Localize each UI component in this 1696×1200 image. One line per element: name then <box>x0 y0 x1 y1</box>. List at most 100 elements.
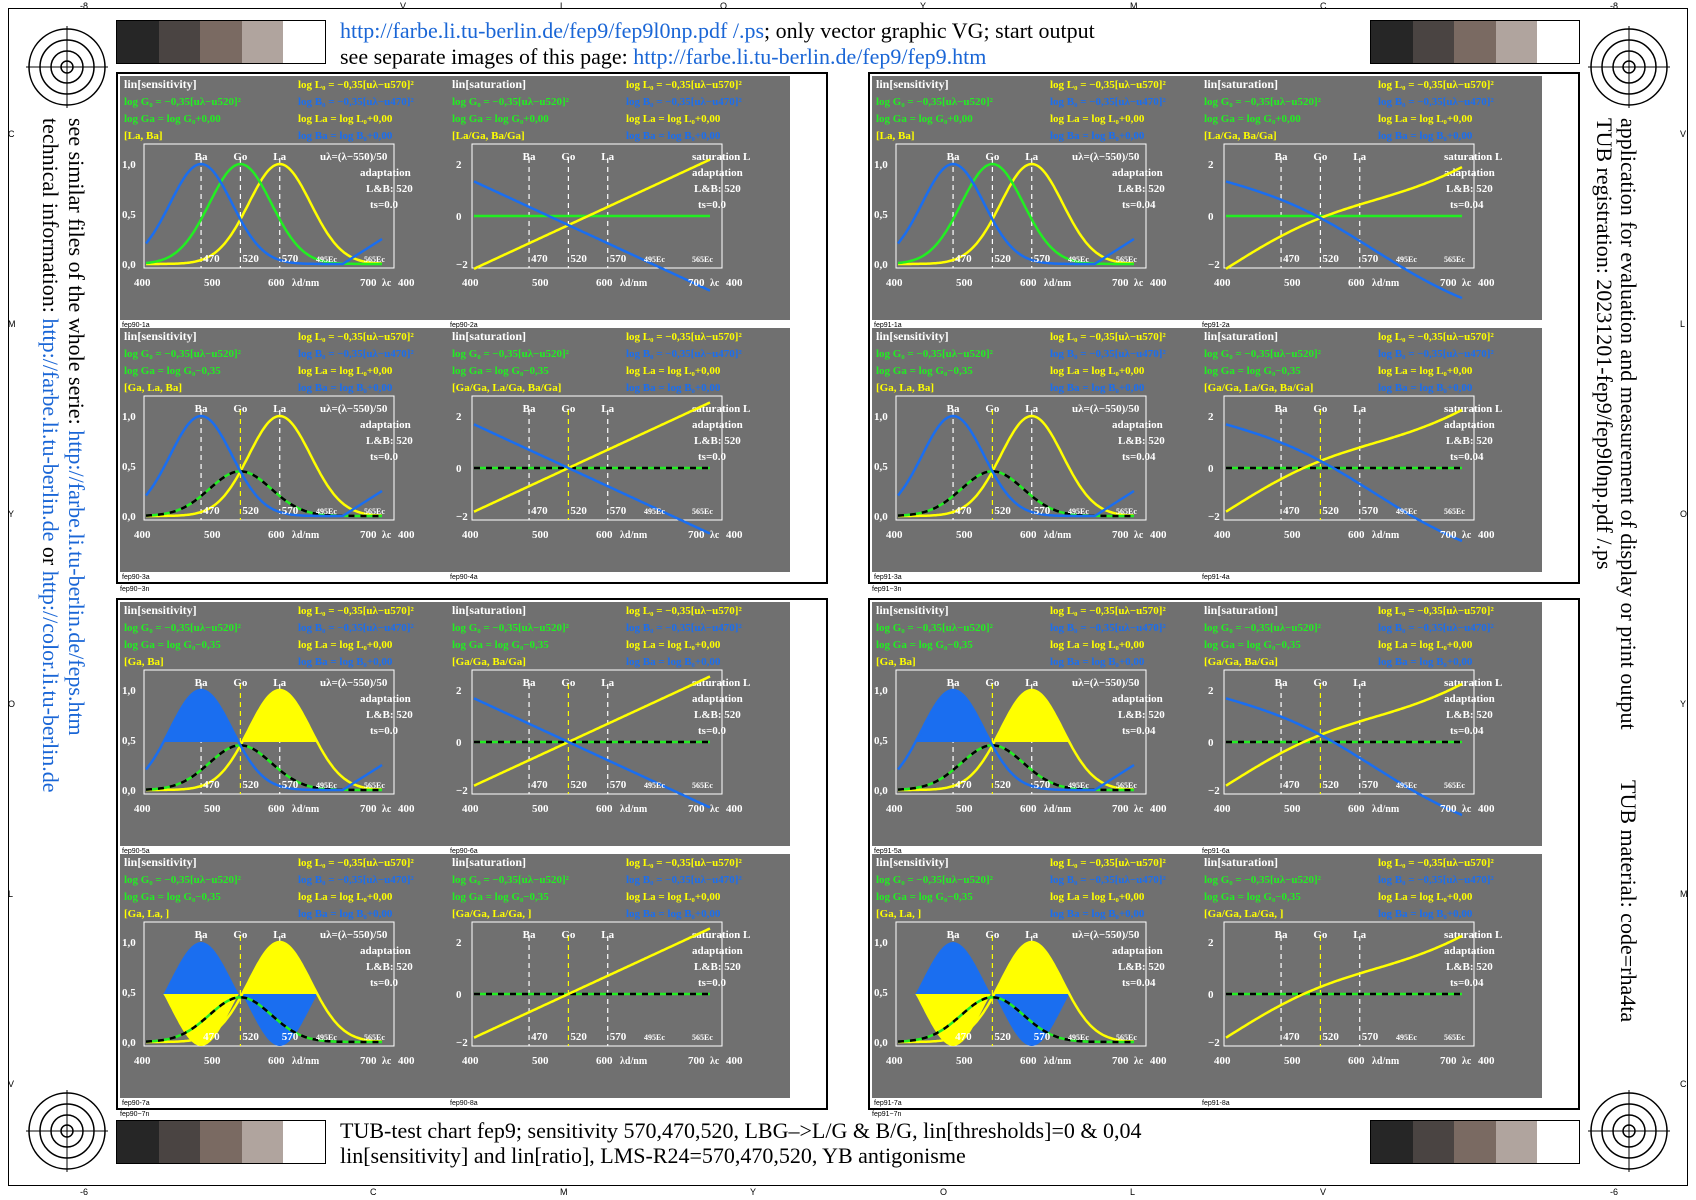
header-line-2: see separate images of this page: http:/… <box>340 44 986 70</box>
curve-G-dash <box>145 470 382 518</box>
plot-frame <box>1223 669 1475 795</box>
edge-tick-bottom: -6 <box>80 1187 89 1197</box>
formula-la: log La = log L₀+0,00 <box>1378 113 1473 125</box>
panel-title: lin[saturation] <box>1204 855 1278 869</box>
gray-swatch <box>158 1121 201 1163</box>
formula-la: log La = log L₀+0,00 <box>1378 365 1473 377</box>
panel-title: lin[sensitivity] <box>124 329 197 343</box>
lb-label: L&B: 520 <box>366 709 413 721</box>
formula-ga: log Ga = log G₀−0,35 <box>124 891 221 903</box>
formula-lo: log L₀ = −0,35[uλ−u570]² <box>1050 79 1166 91</box>
x-tick-label: 400 <box>462 1055 479 1067</box>
formula-go: log G₀ = −0,35[uλ−u520]² <box>452 874 570 886</box>
chart-panel-svg: lin[saturation] log L₀ = −0,35[uλ−u570]² l… <box>1204 77 1502 300</box>
x-tick-label: 700 <box>1112 803 1129 815</box>
y-tick-label: 0,0 <box>874 1037 888 1049</box>
edge-tick-left: M <box>8 319 16 329</box>
x-unit-label: λd/nm <box>620 278 648 289</box>
ec-label-2: 565Ec <box>1116 781 1137 790</box>
farbe-link[interactable]: http://farbe.li.tu-berlin.de <box>38 318 63 542</box>
fill-area <box>913 942 993 994</box>
panel-id-label: fep90-6a <box>450 848 478 855</box>
formula-la: log La = log L₀+0,00 <box>298 365 393 377</box>
plot-frame <box>143 395 395 521</box>
y-tick-label: −2 <box>456 785 468 797</box>
panel-title: lin[sensitivity] <box>876 329 949 343</box>
edge-tick-left: V <box>8 1079 15 1089</box>
right-side-line-3: TUB material: code=rha4ta <box>1616 780 1641 1023</box>
lambda-mark: 520 <box>1322 1031 1339 1043</box>
curve-set-label: [La/Ga, Ba/Ga] <box>1204 130 1277 142</box>
x-unit-label: λd/nm <box>620 804 648 815</box>
curve-L-ratio <box>1225 408 1463 513</box>
peak-label: La <box>1025 151 1038 163</box>
lambda-mark: 570 <box>1034 1031 1051 1043</box>
curve-set-label: [Ga/Ga, La/Ga, ] <box>1204 908 1283 920</box>
x-unit-label: λd/nm <box>1044 804 1072 815</box>
x-unit-label: λd/nm <box>1372 804 1400 815</box>
formula-bo: log B₀ = −0,35[uλ−u470]² <box>298 348 414 360</box>
x-unit-label: λd/nm <box>1372 530 1400 541</box>
x-tick-label: 600 <box>1348 277 1365 289</box>
feps-link[interactable]: http://farbe.li.tu-berlin.de/feps.htm <box>64 430 89 736</box>
y-tick-label: 0,5 <box>122 461 136 473</box>
x-tick-label: 600 <box>596 277 613 289</box>
header-pdf-link[interactable]: http://farbe.li.tu-berlin.de/fep9/fep9l0… <box>340 18 765 43</box>
ec-label-1: 495Ec <box>316 1033 337 1042</box>
header-line-1-text: ; only vector graphic VG; start output <box>764 18 1095 43</box>
lb-label: L&B: 520 <box>366 183 413 195</box>
peak-label: La <box>601 929 614 941</box>
curve-G-dash <box>145 996 382 1044</box>
adaptation-label: adaptation <box>692 419 743 431</box>
curve-L-ratio <box>473 675 711 787</box>
plot-frame <box>1223 921 1475 1047</box>
ec-label-2: 565Ec <box>364 507 385 516</box>
formula-la: log La = log L₀+0,00 <box>298 639 393 651</box>
adaptation-label: adaptation <box>360 945 411 957</box>
panel-title: lin[sensitivity] <box>876 603 949 617</box>
lambda-mark: 470 <box>955 505 972 517</box>
gray-swatch <box>1454 21 1496 63</box>
lambda-c-label: λc <box>382 1056 392 1067</box>
lambda-mark: 520 <box>242 1031 259 1043</box>
color-link[interactable]: http://color.li.tu-berlin.de <box>38 570 63 793</box>
lambda-mark: 470 <box>203 779 220 791</box>
peak-label: Go <box>1313 151 1328 163</box>
lambda-mark: 470 <box>955 253 972 265</box>
edge-tick-top: M <box>1130 1 1138 11</box>
formula-bo: log B₀ = −0,35[uλ−u470]² <box>1050 96 1166 108</box>
x-tick-label: 500 <box>1284 803 1301 815</box>
x-tick-label: 700 <box>1440 529 1457 541</box>
curve-L <box>146 688 383 792</box>
panel-id-label: fep90-2a <box>450 322 478 329</box>
formula-ba: log Ba = log B₀+0,00 <box>1378 656 1473 668</box>
peak-label: Go <box>1313 677 1328 689</box>
header-htm-link[interactable]: http://farbe.li.tu-berlin.de/fep9/fep9.h… <box>633 44 987 69</box>
footer-line-1: TUB-test chart fep9; sensitivity 570,470… <box>340 1118 1142 1143</box>
x-tick-label: 400 <box>1214 529 1231 541</box>
gray-swatch <box>1454 1121 1496 1163</box>
y-tick-label: 0,5 <box>122 209 136 221</box>
edge-tick-bottom: -6 <box>1610 1187 1619 1197</box>
edge-tick-right: V <box>1680 129 1687 139</box>
lb-label: L&B: 520 <box>1118 183 1165 195</box>
peak-label: La <box>273 677 286 689</box>
ec-label-2: 565Ec <box>1116 255 1137 264</box>
panel-id-label: fep90-7a <box>122 1100 150 1107</box>
formula-la: log La = log L₀+0,00 <box>298 891 393 903</box>
x-tick-label: 700 <box>688 277 705 289</box>
panel-title: lin[sensitivity] <box>124 77 197 91</box>
formula-ga: log Ga = log G₀−0,35 <box>876 639 973 651</box>
x-tick-label: 400 <box>398 803 415 815</box>
formula-go: log G₀ = −0,35[uλ−u520]² <box>1204 622 1322 634</box>
gray-swatch <box>158 21 201 63</box>
x-tick-label: 500 <box>956 1055 973 1067</box>
chart-panel-fep90-8a: lin[saturation] log L₀ = −0,35[uλ−u570]² l… <box>448 854 790 1098</box>
ec-label-2: 565Ec <box>692 507 713 516</box>
lambda-mark: 570 <box>1034 505 1051 517</box>
formula-go: log G₀ = −0,35[uλ−u520]² <box>876 96 994 108</box>
group-label-1: fep90−3n <box>120 586 150 593</box>
lambda-mark: 520 <box>994 1031 1011 1043</box>
x-tick-label: 400 <box>1150 529 1167 541</box>
x-tick-label: 600 <box>596 1055 613 1067</box>
